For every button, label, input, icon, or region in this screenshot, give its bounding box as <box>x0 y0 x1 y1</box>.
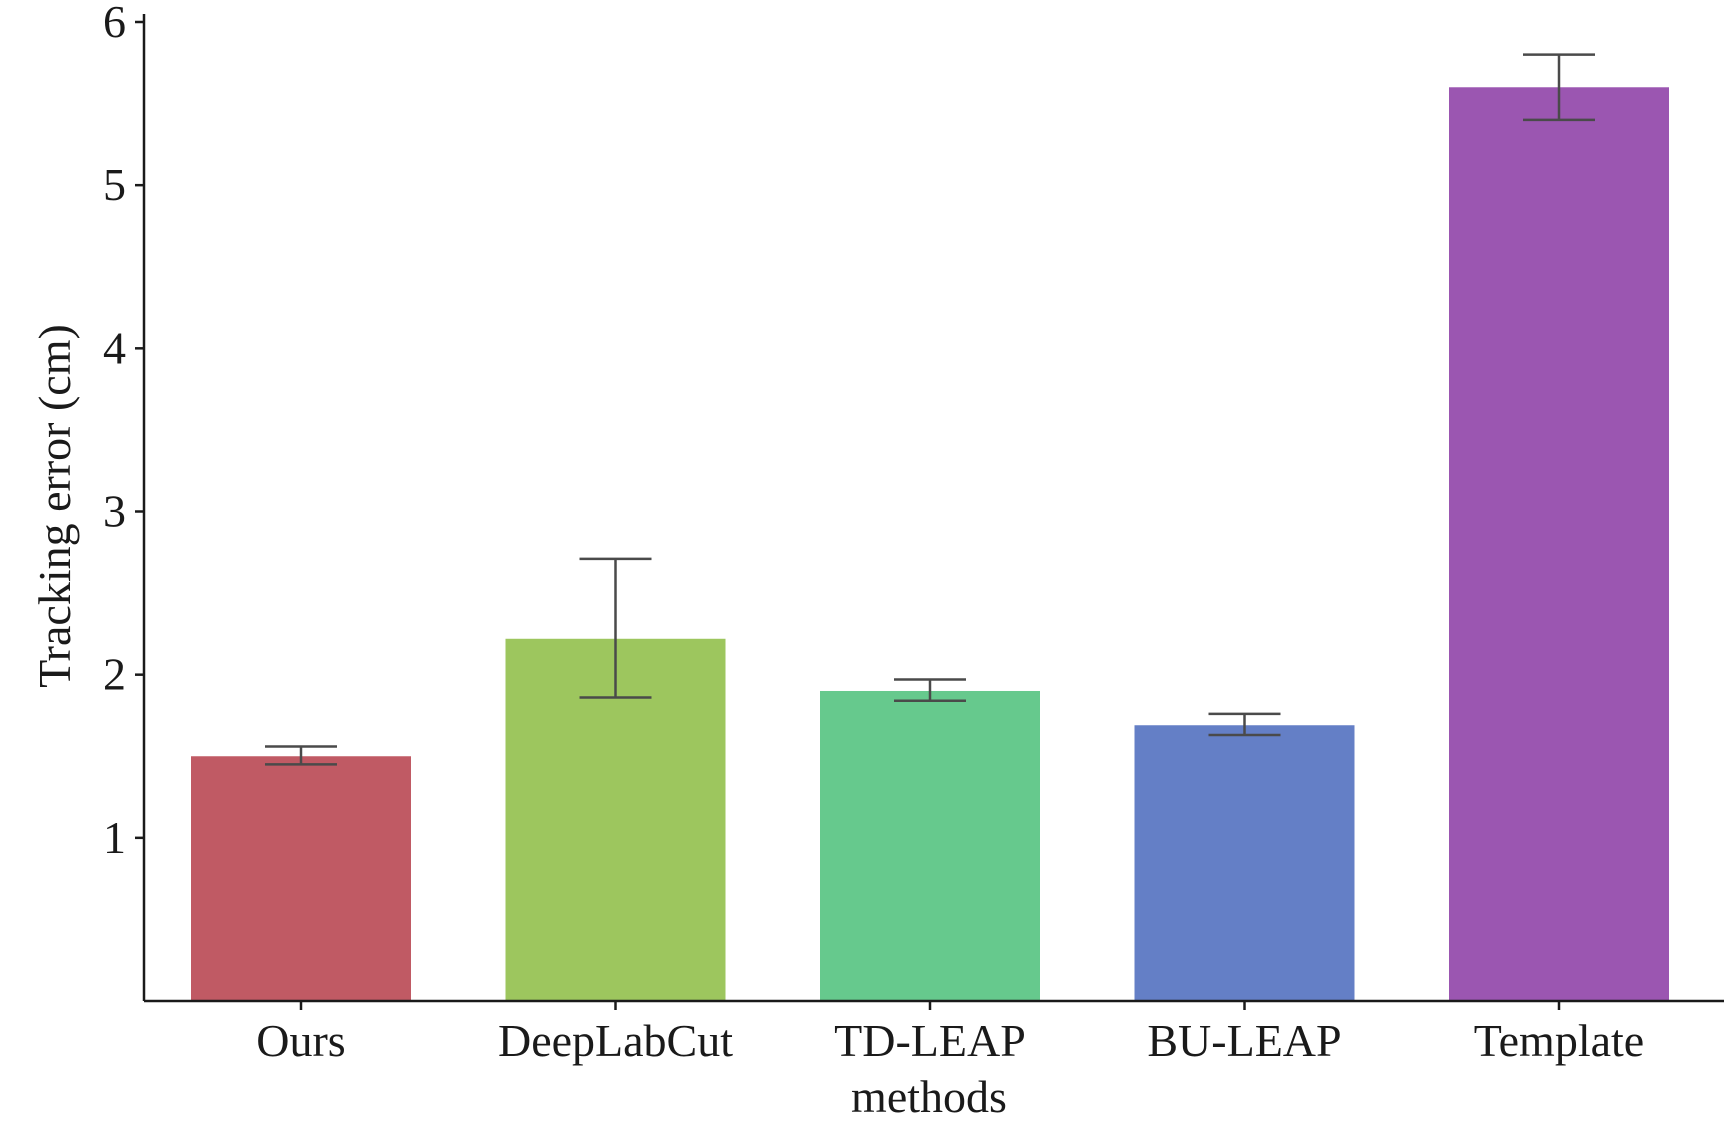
x-ticks-group: Ours DeepLabCut TD-LEAP BU-LEAP Template <box>256 1001 1644 1066</box>
bar-template <box>1449 87 1669 1002</box>
bars-group <box>191 87 1669 1002</box>
x-tick-label: Template <box>1474 1015 1644 1066</box>
x-tick-label: TD-LEAP <box>834 1015 1026 1066</box>
axes-group <box>142 14 1724 1003</box>
y-tick-label: 5 <box>103 159 126 210</box>
error-bar-td-leap <box>894 678 966 703</box>
x-axis-label: methods <box>851 1071 1007 1122</box>
error-bar-ours <box>265 745 337 766</box>
bar-ours <box>191 756 411 1001</box>
y-tick-label: 1 <box>103 812 126 863</box>
y-ticks-group: 1 2 3 4 5 6 <box>103 0 144 863</box>
x-tick-label: DeepLabCut <box>498 1015 733 1066</box>
x-tick-label: BU-LEAP <box>1147 1015 1341 1066</box>
error-bar-bu-leap <box>1208 712 1281 737</box>
x-tick-label: Ours <box>256 1015 345 1066</box>
bar-deeplabcut <box>505 638 726 1001</box>
error-bar-template <box>1523 53 1595 122</box>
y-tick-label: 2 <box>103 649 126 700</box>
bar-td-leap <box>820 690 1040 1001</box>
y-tick-label: 4 <box>103 322 126 373</box>
bar-bu-leap <box>1134 725 1355 1001</box>
error-bars-group <box>265 53 1595 766</box>
error-bar-deeplabcut <box>579 557 652 699</box>
y-tick-label: 6 <box>103 0 126 47</box>
y-axis-label: Tracking error (cm) <box>29 324 80 688</box>
y-tick-label: 3 <box>103 486 126 537</box>
